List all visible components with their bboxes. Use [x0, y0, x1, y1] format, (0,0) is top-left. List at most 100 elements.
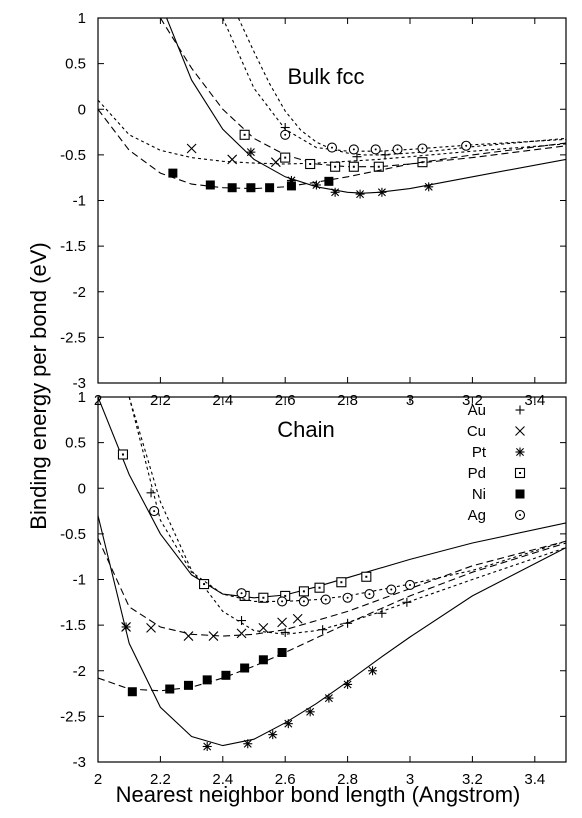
data-point	[117, 449, 129, 460]
series-line	[98, 542, 566, 692]
legend: Au Cu Pt Pd Ni Ag	[467, 402, 526, 524]
y-tick-label: -1	[73, 572, 86, 589]
y-tick-label: -1	[73, 193, 86, 210]
y-tick-label: -2	[73, 284, 86, 301]
y-tick-label: 0	[78, 101, 86, 118]
x-tick-label: 3	[406, 771, 414, 788]
data-point	[348, 161, 359, 172]
data-point	[417, 143, 428, 154]
legend-marker	[515, 447, 525, 457]
legend-label: Au	[468, 402, 486, 419]
data-point	[236, 588, 247, 599]
data-point	[277, 648, 287, 657]
data-point	[246, 147, 256, 157]
data-point	[227, 183, 237, 193]
series-line	[98, 99, 566, 165]
data-point	[146, 488, 156, 498]
data-point	[202, 741, 212, 751]
plot-area	[98, 397, 566, 751]
data-point	[258, 622, 269, 633]
series-ni	[98, 542, 566, 697]
x-tick-label: 2	[94, 771, 102, 788]
y-tick-label: -3	[73, 375, 86, 392]
series-pt	[98, 515, 566, 751]
data-point	[165, 684, 175, 694]
data-point	[355, 189, 365, 199]
data-point	[270, 157, 281, 168]
data-point	[227, 154, 238, 165]
plot-area	[98, 18, 566, 199]
y-tick-label: -0.5	[60, 526, 86, 543]
x-tick-label: 2.4	[212, 771, 233, 788]
data-point	[314, 582, 325, 593]
legend-marker	[515, 426, 525, 436]
plot-frame	[97, 396, 567, 763]
x-tick-label: 2.6	[275, 771, 296, 788]
series-line	[98, 515, 566, 747]
series-line	[98, 538, 566, 637]
y-tick-label: -3	[73, 754, 86, 771]
data-point	[246, 183, 256, 193]
data-point	[326, 142, 338, 153]
data-point	[240, 663, 250, 673]
legend-marker	[514, 509, 526, 521]
data-point	[392, 144, 403, 155]
data-point	[402, 597, 412, 607]
data-point	[330, 161, 341, 172]
data-point	[318, 625, 328, 635]
data-point	[258, 655, 268, 665]
data-point	[258, 592, 269, 603]
data-point	[183, 631, 194, 641]
legend-label: Ag	[468, 507, 486, 524]
y-tick-label: -1.5	[60, 617, 86, 634]
data-point	[373, 161, 384, 172]
y-tick-label: -2	[73, 663, 86, 680]
legend-label: Pd	[468, 465, 486, 482]
panel-bulk-fcc: 2 2.2 2.4 2.6 2.8 3 3.2 3.410.50-0.5-1-1.5-2-2.…	[60, 10, 567, 409]
series-cu	[98, 538, 566, 641]
data-point	[305, 707, 315, 717]
data-point	[183, 680, 193, 690]
data-point	[121, 622, 131, 632]
data-point	[320, 594, 331, 605]
data-point	[330, 187, 340, 197]
y-tick-label: 1	[78, 389, 86, 406]
data-point	[208, 631, 219, 641]
data-point	[370, 144, 381, 155]
series-circle-open	[222, 18, 566, 155]
data-point	[368, 666, 378, 676]
series-line	[128, 397, 566, 635]
data-point	[324, 693, 334, 703]
data-point	[280, 152, 291, 163]
data-point	[380, 150, 390, 160]
data-point	[361, 571, 372, 582]
x-tick-label: 3.2	[462, 771, 483, 788]
data-point	[199, 579, 210, 590]
data-point	[127, 687, 137, 697]
series-star	[166, 18, 566, 199]
legend-marker	[515, 489, 525, 499]
data-point	[352, 152, 362, 162]
data-point	[348, 144, 359, 155]
data-point	[298, 596, 309, 607]
data-point	[277, 596, 288, 607]
y-tick-label: -2.5	[60, 329, 86, 346]
series-line	[159, 18, 566, 168]
y-tick-label: 0.5	[65, 435, 86, 452]
legend-marker	[515, 405, 525, 415]
data-point	[277, 617, 287, 628]
series-line	[98, 397, 566, 599]
data-point	[280, 129, 291, 140]
data-point	[305, 158, 316, 170]
data-point	[342, 592, 353, 603]
data-point	[377, 187, 387, 197]
series-x	[98, 99, 566, 168]
data-point	[239, 129, 250, 140]
series-pd	[98, 397, 566, 603]
series-au	[128, 397, 566, 637]
data-point	[404, 579, 416, 591]
data-point	[168, 168, 178, 178]
series-plus	[237, 18, 566, 162]
data-point	[237, 616, 247, 626]
